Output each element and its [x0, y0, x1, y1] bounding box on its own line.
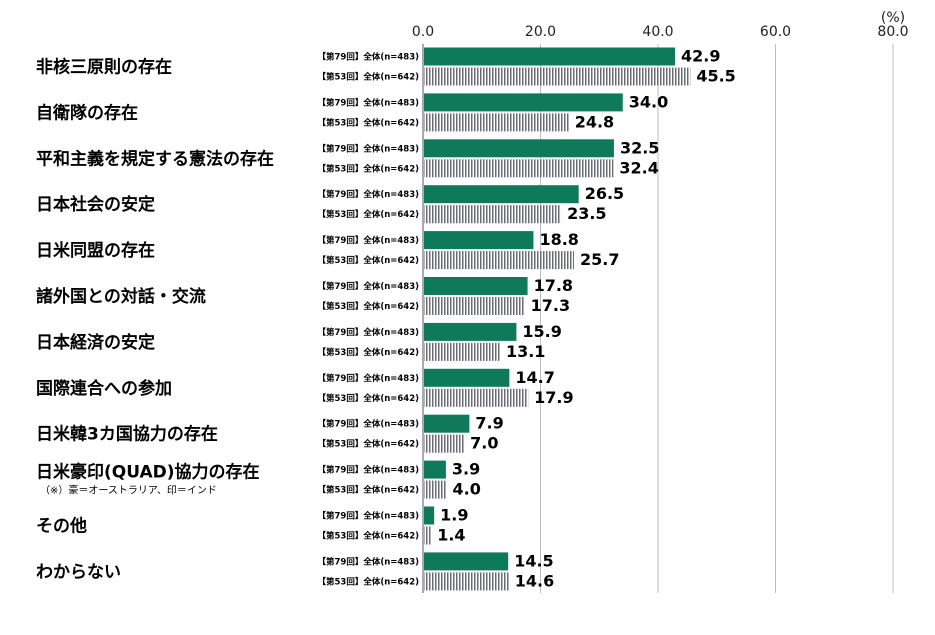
bar: [424, 113, 569, 132]
data-label: 14.5: [514, 551, 553, 570]
bar: [424, 67, 691, 86]
data-label: 15.9: [522, 322, 561, 341]
category-label: 国際連合への参加: [36, 378, 172, 399]
series-label: 【第79回】全体(n=483): [317, 143, 419, 154]
series-label: 【第53回】全体(n=642): [317, 163, 419, 174]
category-label: 日米豪印(QUAD)協力の存在: [36, 462, 260, 483]
category-label: 日本経済の安定: [36, 332, 155, 353]
category-note: （※）豪＝オーストラリア、印＝インド: [40, 484, 217, 497]
data-label: 18.8: [539, 230, 578, 249]
data-label: 17.9: [534, 388, 573, 407]
bar: [424, 414, 470, 433]
data-label: 14.7: [515, 368, 554, 387]
data-label: 1.9: [440, 506, 468, 525]
data-label: 13.1: [506, 342, 545, 361]
category-label: その他: [36, 516, 87, 537]
x-tick-label: 20.0: [525, 24, 556, 40]
bar: [424, 251, 574, 270]
category-label: わからない: [36, 562, 121, 582]
x-tick-label: 60.0: [760, 24, 791, 40]
data-label: 14.6: [515, 571, 554, 590]
category-label: 日本社会の安定: [36, 194, 155, 215]
x-tick-label: 40.0: [642, 24, 673, 40]
bars-layer: [424, 47, 691, 591]
series-label: 【第79回】全体(n=483): [317, 373, 419, 384]
data-label: 32.5: [620, 138, 659, 157]
category-label: 自衛隊の存在: [36, 102, 138, 123]
data-label: 24.8: [575, 112, 614, 131]
series-label: 【第79回】全体(n=483): [317, 281, 419, 292]
bar: [424, 506, 435, 525]
data-label: 17.3: [531, 296, 570, 315]
bar: [424, 159, 614, 178]
series-label: 【第53回】全体(n=642): [317, 439, 419, 450]
bar: [424, 47, 676, 66]
series-label: 【第79回】全体(n=483): [317, 419, 419, 430]
data-label: 25.7: [580, 250, 619, 269]
data-label: 42.9: [681, 47, 720, 66]
series-label: 【第79回】全体(n=483): [317, 52, 419, 63]
category-label: 非核三原則の存在: [36, 57, 172, 78]
category-label: 平和主義を規定する憲法の存在: [36, 148, 274, 169]
series-label: 【第79回】全体(n=483): [317, 465, 419, 476]
bar: [424, 368, 510, 387]
series-label: 【第79回】全体(n=483): [317, 556, 419, 567]
data-label: 45.5: [696, 67, 735, 86]
data-label: 34.0: [629, 92, 668, 111]
series-label: 【第53回】全体(n=642): [317, 485, 419, 496]
series-label: 【第53回】全体(n=642): [317, 255, 419, 266]
unit-label: (%): [881, 10, 905, 26]
series-label: 【第53回】全体(n=642): [317, 576, 419, 587]
bar: [424, 526, 432, 545]
bar: [424, 277, 528, 295]
data-label: 7.9: [475, 414, 503, 433]
data-label: 4.0: [453, 480, 481, 499]
x-tick-label: 80.0: [877, 24, 908, 40]
bar: [424, 434, 465, 453]
series-label: 【第53回】全体(n=642): [317, 393, 419, 404]
bar: [424, 572, 509, 591]
bar: [424, 205, 562, 224]
bar: [424, 93, 623, 112]
series-label: 【第79回】全体(n=483): [317, 189, 419, 200]
series-label: 【第79回】全体(n=483): [317, 511, 419, 522]
data-label: 23.5: [567, 204, 606, 223]
data-label: 32.4: [619, 158, 658, 177]
series-label: 【第53回】全体(n=642): [317, 209, 419, 220]
data-label: 26.5: [585, 184, 624, 203]
data-label: 7.0: [470, 434, 498, 453]
data-label: 1.4: [437, 526, 465, 545]
category-label: 日米同盟の存在: [36, 240, 155, 261]
bar: [424, 322, 517, 341]
bar: [424, 231, 534, 250]
bar: [424, 552, 509, 571]
category-label: 諸外国との対話・交流: [36, 286, 206, 307]
series-label: 【第53回】全体(n=642): [317, 531, 419, 542]
series-label: 【第53回】全体(n=642): [317, 117, 419, 128]
bar: [424, 139, 614, 158]
series-label: 【第79回】全体(n=483): [317, 235, 419, 246]
grid-layer: [422, 44, 894, 593]
series-label: 【第79回】全体(n=483): [317, 97, 419, 108]
bar: [424, 342, 500, 361]
series-label: 【第53回】全体(n=642): [317, 72, 419, 83]
bar: [424, 185, 579, 204]
bar: [424, 297, 525, 315]
data-label: 17.8: [534, 276, 573, 295]
category-label: 日米韓3カ国協力の存在: [36, 424, 218, 445]
series-label: 【第79回】全体(n=483): [317, 327, 419, 338]
series-label: 【第53回】全体(n=642): [317, 347, 419, 358]
series-label: 【第53回】全体(n=642): [317, 301, 419, 312]
bar: [424, 480, 447, 499]
data-label: 3.9: [452, 460, 480, 479]
x-tick-label: 0.0: [412, 24, 434, 40]
bar: [424, 388, 529, 407]
bar: [424, 460, 446, 479]
